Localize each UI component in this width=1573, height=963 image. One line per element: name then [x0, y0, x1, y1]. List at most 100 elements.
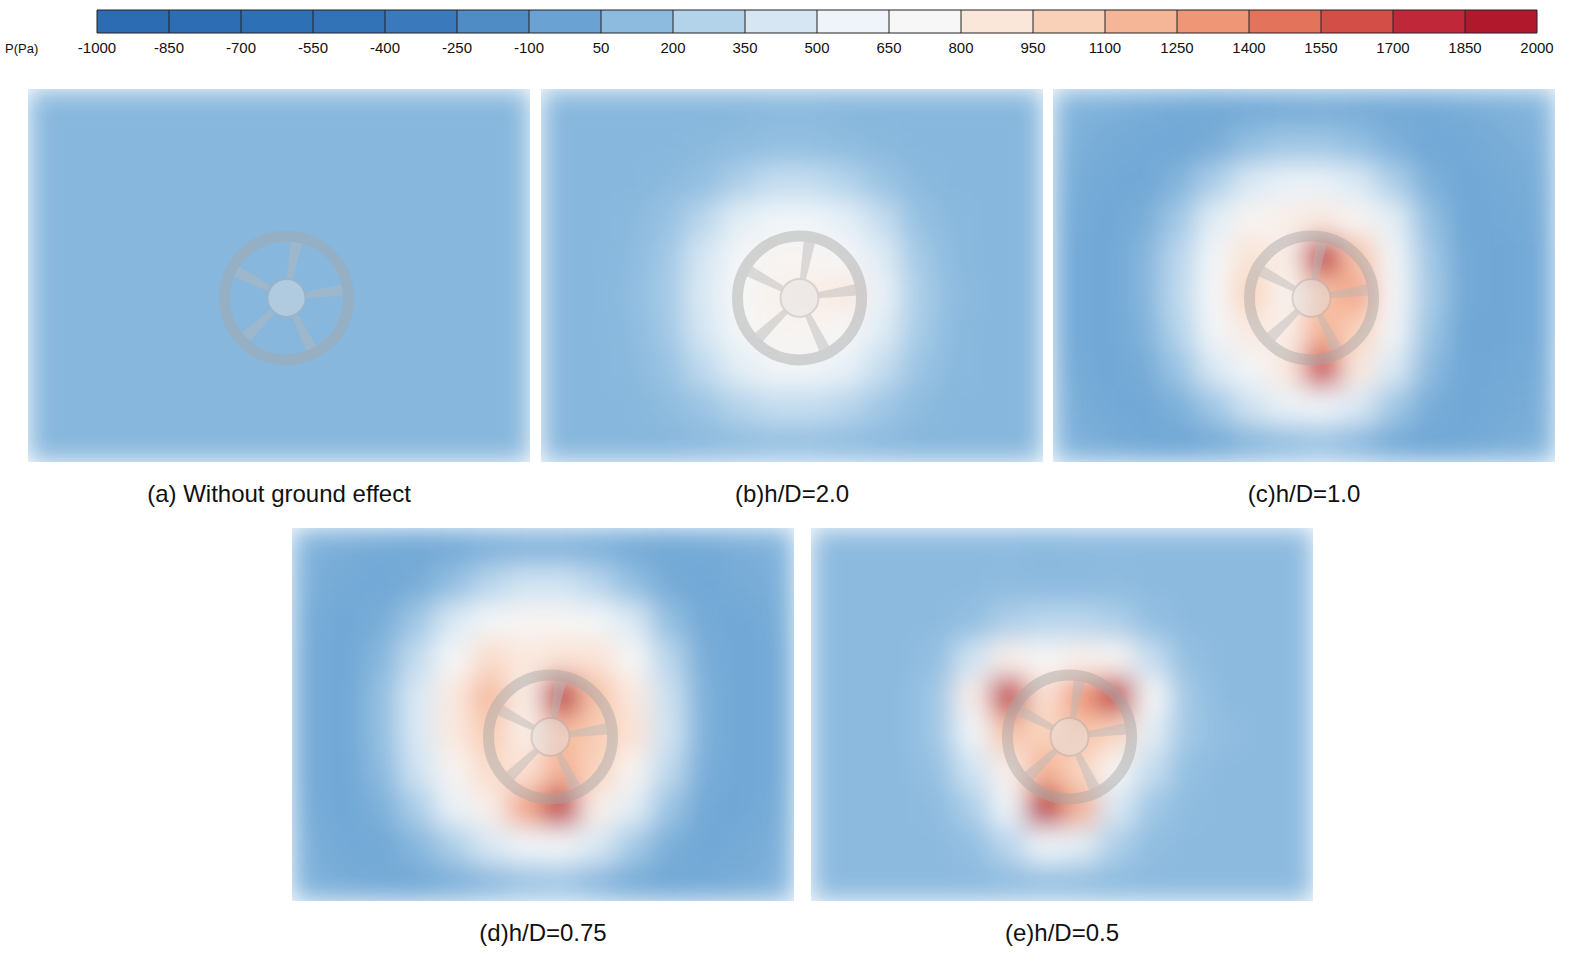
- cell: [100, 238, 136, 276]
- cell: [1412, 164, 1448, 202]
- cell: [494, 313, 530, 351]
- cell: [458, 164, 494, 202]
- cell: [471, 789, 507, 827]
- colorbar-tick-label: 1250: [1160, 39, 1193, 56]
- cell: [315, 201, 351, 239]
- cell: [684, 425, 720, 462]
- cell: [1007, 238, 1043, 276]
- cell: [64, 425, 100, 462]
- cell: [422, 425, 458, 462]
- cell: [1098, 826, 1134, 864]
- cell: [686, 565, 722, 603]
- cell: [364, 677, 400, 715]
- cell: [387, 89, 423, 127]
- colorbar-tick-label: 800: [948, 39, 973, 56]
- cell: [64, 313, 100, 351]
- cell: [792, 89, 828, 127]
- cell: [543, 565, 579, 603]
- colorbar-band: [1033, 10, 1105, 33]
- cell: [722, 752, 758, 790]
- cell: [1196, 425, 1232, 462]
- cell: [954, 864, 990, 901]
- cell: [615, 864, 651, 901]
- cell: [1376, 126, 1412, 164]
- cell: [722, 640, 758, 678]
- cell: [649, 387, 685, 425]
- cell: [864, 201, 900, 239]
- cell: [494, 387, 530, 425]
- cell: [171, 126, 207, 164]
- cell: [1161, 89, 1197, 127]
- cell: [1519, 387, 1555, 425]
- cell: [1376, 425, 1412, 462]
- cell: [900, 350, 936, 388]
- cell: [577, 126, 613, 164]
- cell: [577, 313, 613, 351]
- cell: [100, 425, 136, 462]
- figure: -1000-850-700-550-400-250-10050200350500…: [0, 0, 1573, 963]
- cell: [1205, 603, 1241, 641]
- cell: [1304, 89, 1340, 127]
- cell: [651, 603, 687, 641]
- cell: [494, 276, 530, 314]
- panel: (b)h/D=2.0: [541, 89, 1044, 507]
- cell: [100, 387, 136, 425]
- cell: [971, 164, 1007, 202]
- cell: [243, 126, 279, 164]
- cell: [756, 89, 792, 127]
- cell: [1205, 640, 1241, 678]
- cell: [720, 164, 756, 202]
- cell: [577, 201, 613, 239]
- cell: [1098, 565, 1134, 603]
- fan-ring: [489, 675, 613, 799]
- cell: [1196, 164, 1232, 202]
- cell: [1519, 238, 1555, 276]
- fan-blade: [505, 748, 539, 781]
- fan-icon: [738, 236, 862, 360]
- cell: [471, 603, 507, 641]
- cell: [1241, 677, 1277, 715]
- cell: [1134, 603, 1170, 641]
- cell: [971, 276, 1007, 314]
- cell: [292, 603, 328, 641]
- cell: [1134, 789, 1170, 827]
- cell: [686, 826, 722, 864]
- cell: [615, 789, 651, 827]
- cell: [577, 164, 613, 202]
- cell: [171, 387, 207, 425]
- cell: [243, 89, 279, 127]
- cell: [435, 528, 471, 566]
- cell: [971, 350, 1007, 388]
- cell: [279, 164, 315, 202]
- cell: [883, 789, 919, 827]
- cell: [720, 89, 756, 127]
- cell: [1340, 89, 1376, 127]
- cell: [1340, 126, 1376, 164]
- plot-area: [541, 89, 1043, 462]
- cell: [847, 789, 883, 827]
- cell: [686, 715, 722, 753]
- cell: [315, 126, 351, 164]
- cell: [900, 164, 936, 202]
- fan-icon: [489, 675, 613, 799]
- cell: [579, 640, 615, 678]
- cell: [1098, 864, 1134, 901]
- cell: [720, 126, 756, 164]
- cell: [364, 715, 400, 753]
- cell: [864, 89, 900, 127]
- cell: [1304, 387, 1340, 425]
- cell: [1089, 238, 1125, 276]
- fan-blade: [818, 284, 858, 298]
- cell: [990, 528, 1026, 566]
- cell: [1232, 425, 1268, 462]
- colorbar-tick: [1105, 10, 1106, 33]
- cell: [722, 603, 758, 641]
- cell: [1519, 425, 1555, 462]
- cell: [1007, 276, 1043, 314]
- plot-area: [1053, 89, 1555, 462]
- cell: [1447, 89, 1483, 127]
- cell: [494, 164, 530, 202]
- cell: [471, 640, 507, 678]
- cell: [1134, 752, 1170, 790]
- cell: [847, 826, 883, 864]
